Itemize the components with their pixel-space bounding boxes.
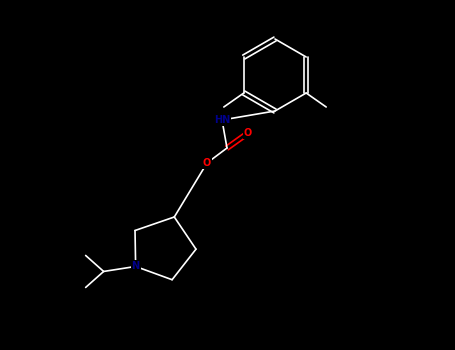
Text: O: O bbox=[203, 158, 211, 168]
Text: N: N bbox=[131, 261, 140, 272]
Text: HN: HN bbox=[214, 115, 230, 125]
Text: O: O bbox=[244, 128, 252, 138]
